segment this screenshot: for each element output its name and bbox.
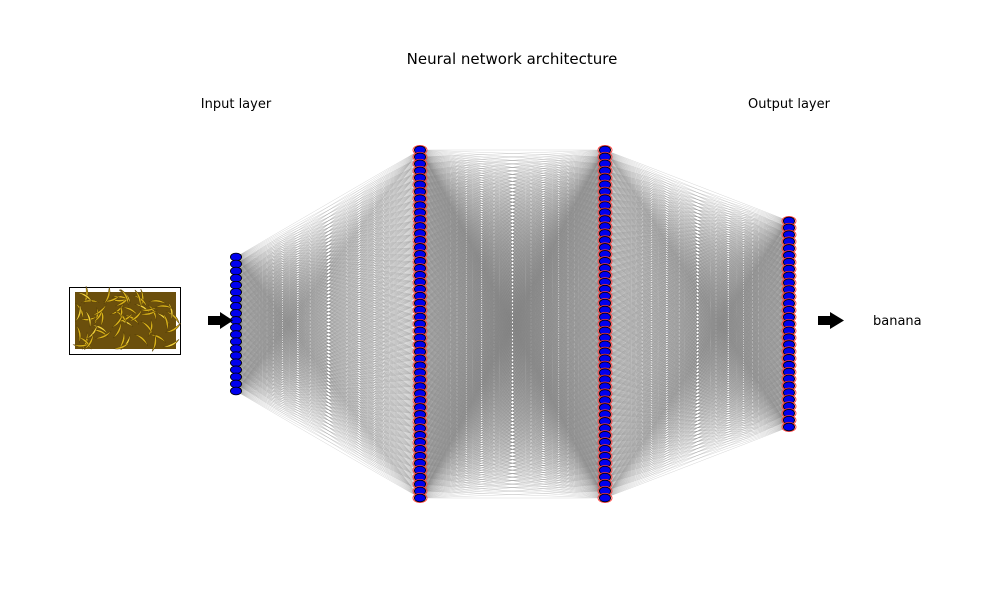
- banana-shape: [83, 286, 89, 305]
- banana-shape: [148, 299, 167, 305]
- layer-hidden-2: [597, 144, 613, 504]
- input-image: [69, 286, 181, 355]
- banana-shape: [165, 322, 181, 333]
- connection-edges: [235, 149, 790, 499]
- neuron: [229, 287, 242, 297]
- banana-shape: [84, 333, 94, 350]
- neuron: [229, 337, 242, 346]
- input-layer-label: Input layer: [201, 97, 272, 112]
- banana-shape: [103, 286, 111, 305]
- banana-shape: [154, 304, 174, 309]
- banana-shape: [139, 306, 158, 312]
- banana-shape: [85, 310, 92, 329]
- neuron: [229, 344, 242, 353]
- banana-shape: [72, 342, 92, 348]
- banana-shape: [79, 316, 98, 321]
- neuron: [229, 386, 242, 396]
- neuron-layers: [229, 144, 797, 504]
- output-arrow-icon: [818, 312, 844, 329]
- neuron: [599, 493, 612, 503]
- banana-shape: [92, 304, 107, 316]
- output-layer-label: Output layer: [748, 97, 831, 112]
- banana-shape: [75, 304, 82, 322]
- banana-shape: [112, 321, 122, 339]
- banana-shape: [77, 336, 92, 350]
- neuron: [229, 351, 242, 361]
- layer-hidden-1: [412, 144, 428, 504]
- neuron-ring: [597, 492, 613, 504]
- banana-shape: [120, 289, 129, 306]
- layer-input: [229, 252, 242, 396]
- banana-shape: [111, 313, 123, 328]
- neuron: [229, 295, 242, 304]
- diagram-title: Neural network architecture: [407, 50, 618, 68]
- banana-shape: [86, 324, 98, 340]
- neuron: [783, 422, 796, 432]
- output-class-label: banana: [873, 314, 922, 329]
- banana-shape: [76, 325, 82, 344]
- banana-shape: [81, 299, 100, 303]
- banana-shape: [155, 312, 170, 326]
- neuron: [229, 372, 242, 382]
- neuron: [229, 358, 242, 368]
- neuron: [229, 280, 242, 290]
- neuron: [229, 252, 242, 262]
- neuron-ring: [412, 492, 428, 504]
- neuron: [229, 330, 242, 339]
- banana-shape: [113, 341, 131, 350]
- neuron: [229, 273, 242, 283]
- banana-shape: [128, 309, 143, 322]
- banana-shape: [91, 329, 109, 338]
- banana-shape: [147, 318, 153, 337]
- neuron: [229, 309, 242, 318]
- neuron: [229, 365, 242, 375]
- connection-lines: [235, 149, 790, 499]
- layer-output: [781, 215, 797, 433]
- neuron: [229, 266, 242, 276]
- neuron: [229, 379, 242, 389]
- neuron: [229, 259, 242, 269]
- banana-shape: [151, 333, 157, 352]
- input-arrow-icon: [208, 312, 233, 329]
- banana-shape: [139, 309, 158, 316]
- banana-shape: [162, 313, 169, 331]
- banana-shape: [162, 339, 180, 348]
- neuron: [229, 323, 242, 332]
- neuron: [229, 302, 242, 311]
- neuron: [413, 493, 426, 503]
- banana-shape: [134, 289, 142, 308]
- neuron-ring: [781, 421, 797, 433]
- banana-shape: [94, 330, 112, 339]
